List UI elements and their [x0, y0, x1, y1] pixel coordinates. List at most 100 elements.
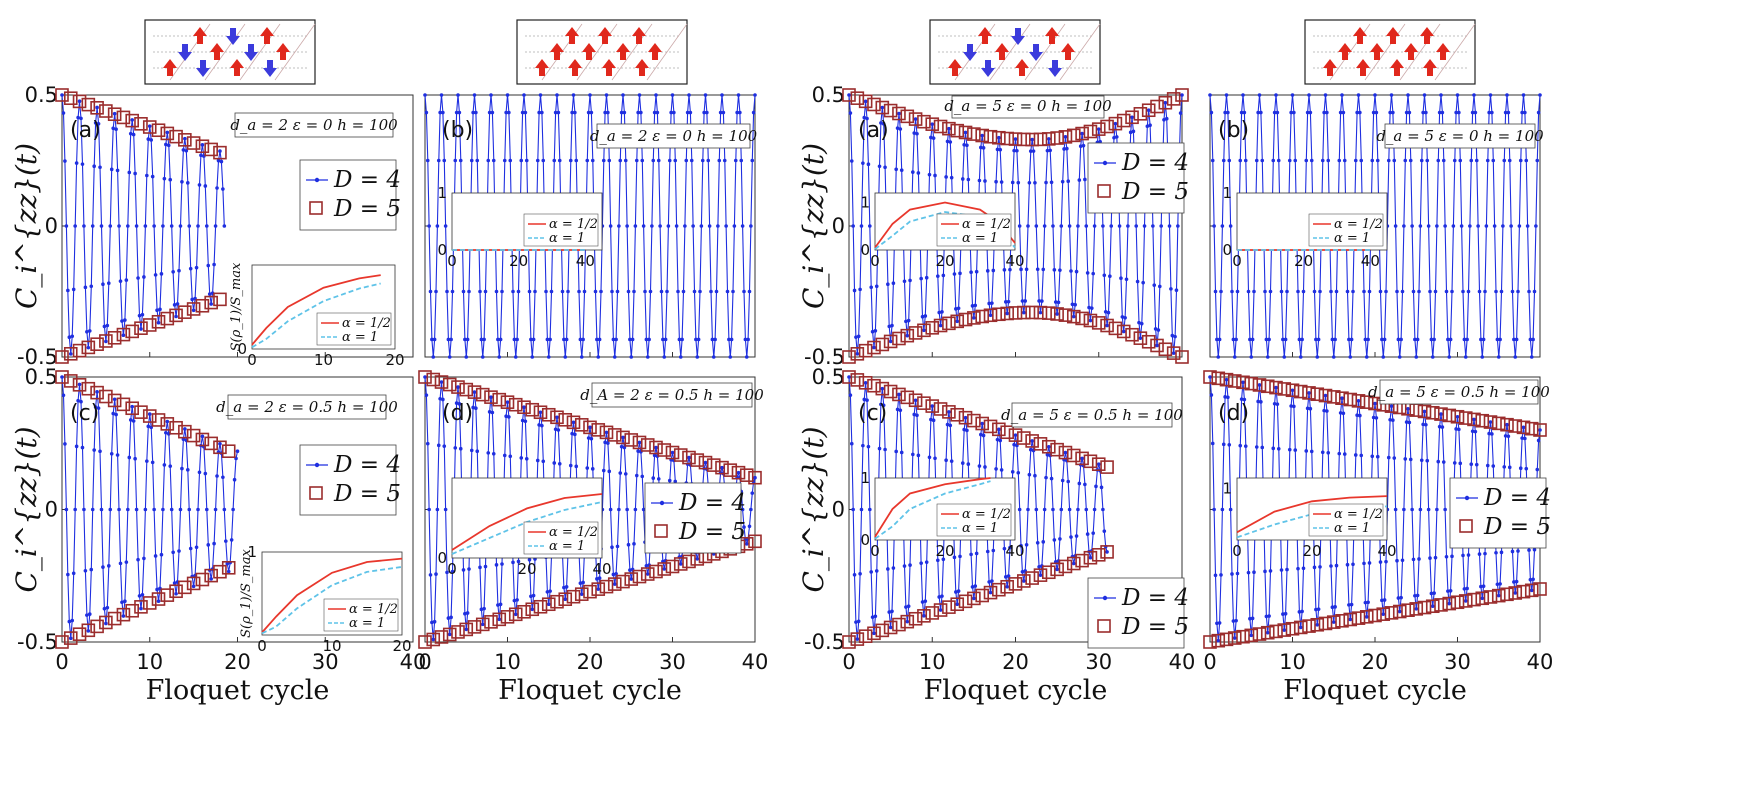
series-point-D4	[1462, 587, 1467, 591]
series-point-D4	[1455, 93, 1460, 97]
series-point-D4	[1020, 299, 1025, 303]
series-point-D4	[1430, 355, 1435, 359]
series-point-D4	[866, 162, 871, 166]
series-marker-D5	[55, 370, 69, 384]
series-point-D4	[1267, 337, 1271, 342]
series-marker-D5	[63, 91, 78, 106]
series-point-D4	[164, 142, 168, 147]
series-point-D4	[1458, 158, 1463, 163]
series-point-D4	[552, 158, 557, 163]
legend-label-D4: D = 4	[1121, 150, 1189, 176]
series-point-D4	[200, 434, 205, 439]
series-point-D4	[221, 475, 225, 480]
series-point-D4	[1305, 110, 1310, 115]
series-point-D4	[1135, 279, 1140, 284]
series-point-D4	[1469, 462, 1474, 467]
series-point-D4	[1386, 455, 1391, 460]
lattice-diag-line	[1364, 23, 1406, 81]
series-marker-D5	[1318, 616, 1333, 631]
series-point-D4	[617, 224, 621, 228]
series-marker-D5	[1458, 594, 1473, 608]
series-point-D4	[938, 608, 943, 612]
series-point-D4	[86, 345, 91, 350]
series-point-D4	[1034, 507, 1039, 512]
series-point-D4	[1060, 478, 1065, 483]
series-marker-D5	[657, 443, 672, 457]
series-point-D4	[603, 440, 607, 445]
x-axis-label: Floquet cycle	[146, 675, 330, 706]
series-point-D4	[1371, 415, 1376, 420]
series-marker-D5	[748, 470, 762, 485]
series-point-D4	[497, 355, 502, 359]
series-point-D4	[1252, 570, 1256, 575]
inset-x-tick-label: 0	[870, 252, 880, 270]
series-point-D4	[1331, 620, 1336, 624]
spin-up-arrow-icon	[616, 43, 630, 60]
series-marker-D5	[992, 422, 1006, 437]
series-marker-D5	[1150, 99, 1164, 114]
series-point-D4	[117, 224, 121, 228]
series-point-D4	[524, 158, 529, 163]
series-point-D4	[128, 418, 133, 422]
series-point-D4	[1536, 438, 1541, 443]
series-point-D4	[1452, 461, 1457, 465]
series-point-D4	[636, 449, 640, 453]
series-point-D4	[461, 568, 466, 572]
series-point-D4	[915, 131, 919, 136]
spin-down-arrow-icon	[263, 60, 277, 77]
series-point-D4	[524, 456, 529, 461]
series-point-D4	[898, 408, 903, 413]
series-point-D4	[983, 465, 987, 469]
series-point-D4	[1056, 300, 1061, 305]
series-marker-D5	[492, 612, 507, 627]
inset-y-tick-label: 1	[1222, 479, 1232, 497]
series-point-D4	[80, 162, 85, 166]
series-marker-D5	[583, 584, 597, 599]
series-point-D4	[235, 449, 240, 454]
series-point-D4	[626, 542, 631, 547]
series-point-D4	[1256, 110, 1260, 115]
series-point-D4	[1232, 355, 1237, 359]
series-point-D4	[854, 335, 858, 339]
inset-legend-frame	[523, 521, 599, 555]
series-point-D4	[1215, 337, 1219, 342]
series-point-D4	[1388, 110, 1392, 115]
series-point-D4	[1397, 609, 1402, 614]
series-point-D4	[155, 308, 159, 313]
series-marker-D5	[1017, 574, 1031, 588]
series-point-D4	[707, 224, 712, 228]
series-marker-D5	[875, 337, 890, 352]
series-point-D4	[1532, 547, 1537, 552]
series-point-D4	[647, 337, 651, 342]
series-point-D4	[636, 110, 640, 115]
y-tick-label: 0	[832, 214, 845, 238]
series-point-D4	[1472, 93, 1476, 97]
series-point-D4	[171, 269, 175, 274]
series-marker-D5	[178, 133, 192, 147]
series-marker-D5	[186, 136, 201, 150]
inset-y-tick-label: 1	[247, 543, 257, 561]
series-point-D4	[711, 355, 716, 359]
series-point-D4	[449, 337, 453, 342]
series-point-D4	[133, 171, 137, 176]
series-point-D4	[560, 289, 565, 294]
series-point-D4	[868, 224, 872, 228]
series-marker-D5	[1211, 371, 1226, 386]
series-point-D4	[599, 289, 603, 294]
series-point-D4	[941, 273, 946, 278]
inset-y-tick-label: 0	[237, 340, 247, 358]
series-point-D4	[136, 557, 140, 562]
series-point-D4	[1505, 422, 1509, 427]
series-point-D4	[662, 355, 667, 359]
spin-down-arrow-icon	[196, 60, 210, 77]
series-point-D4	[1487, 431, 1491, 436]
series-point-D4	[991, 268, 996, 273]
series-point-D4	[1355, 413, 1359, 418]
series-point-D4	[1413, 337, 1417, 342]
series-point-D4	[1312, 565, 1317, 570]
series-point-D4	[919, 276, 923, 281]
series-marker-D5	[690, 453, 705, 467]
